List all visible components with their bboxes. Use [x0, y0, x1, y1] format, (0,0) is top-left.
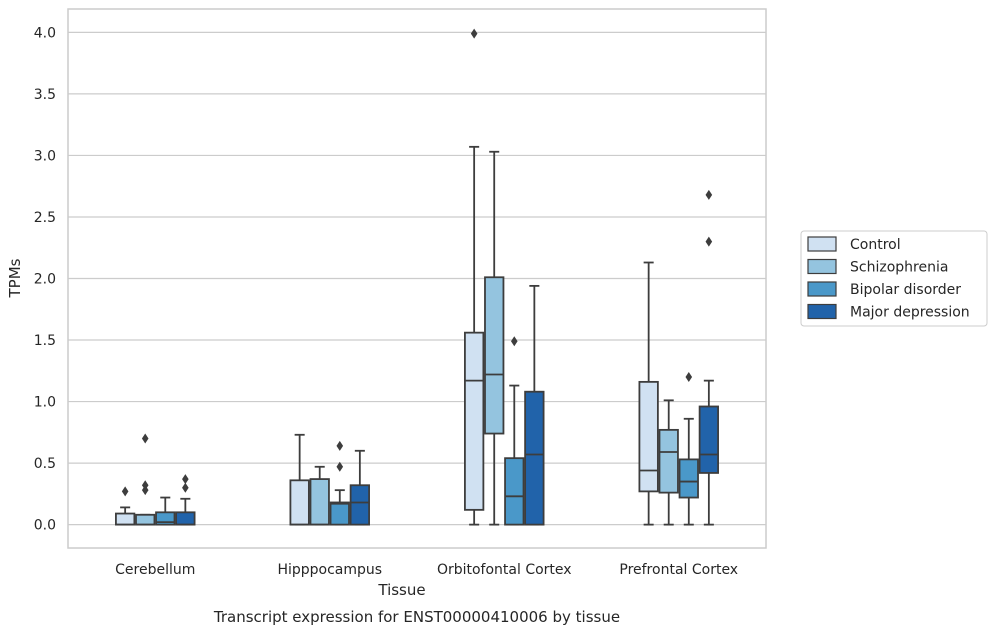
y-tick-label: 4.0 [34, 25, 56, 41]
box-series [115, 28, 719, 526]
box [524, 390, 545, 526]
outlier-point [705, 236, 713, 247]
series-major-depression [175, 189, 719, 526]
outlier-point [141, 480, 149, 491]
box [309, 478, 330, 526]
box [329, 501, 350, 526]
outlier-point [336, 440, 344, 451]
box [464, 331, 485, 511]
outlier-point [705, 189, 713, 200]
box [175, 511, 196, 526]
box [289, 479, 310, 526]
legend-items: Control Schizophrenia Bipolar disorder Majo… [807, 236, 970, 321]
chart-caption: Transcript expression for ENST0000041000… [213, 608, 620, 626]
x-axis-title: Tissue [377, 581, 425, 599]
legend-label: Major depression [850, 305, 970, 321]
y-tick-label: 2.5 [34, 210, 56, 226]
outlier-point [182, 474, 189, 485]
legend-swatch [807, 236, 837, 252]
outlier-point [470, 28, 478, 39]
box [349, 484, 370, 526]
legend-label: Control [850, 237, 901, 253]
y-tick-label: 3.0 [34, 148, 56, 164]
x-tick-label: Orbitofontal Cortex [437, 562, 572, 578]
outlier-point [685, 371, 693, 382]
legend-swatch [807, 281, 837, 297]
box [678, 458, 699, 499]
y-tick-label: 0.0 [34, 518, 56, 534]
y-tick-labels: 0.0 0.5 1.0 1.5 2.0 2.5 3.0 3.5 4.0 [34, 25, 56, 533]
outlier-point [336, 461, 344, 472]
x-tick-labels: Cerebellum Hipppocampus Orbitofontal Corte… [115, 562, 738, 578]
legend-swatch [807, 258, 837, 275]
box [504, 457, 525, 526]
outlier-point [182, 482, 189, 493]
legend-frame [800, 230, 988, 327]
series-schizophrenia [135, 150, 679, 526]
box [698, 405, 719, 474]
box [484, 276, 505, 435]
x-tick-label: Prefrontal Cortex [619, 562, 738, 578]
y-tick-label: 3.5 [34, 87, 56, 103]
series-control [115, 28, 659, 526]
legend-label: Schizophrenia [850, 260, 948, 276]
y-tick-label: 1.5 [34, 333, 56, 349]
y-tick-label: 2.0 [34, 272, 56, 288]
series-bipolar-disorder [155, 336, 699, 526]
y-axis-title: TPMs [6, 258, 24, 298]
x-tick-label: Hipppocampus [277, 562, 382, 578]
box [638, 380, 659, 493]
outlier-point [121, 486, 129, 497]
box [658, 428, 679, 494]
legend-swatch [807, 303, 837, 320]
box [135, 513, 156, 526]
box [115, 512, 136, 526]
y-tick-label: 1.0 [34, 395, 56, 411]
outlier-point [510, 336, 518, 347]
outlier-point [141, 433, 149, 444]
legend: Control Schizophrenia Bipolar disorder Majo… [800, 230, 988, 327]
legend-label: Bipolar disorder [850, 282, 961, 298]
y-tick-label: 0.5 [34, 456, 56, 472]
x-tick-label: Cerebellum [115, 562, 195, 578]
